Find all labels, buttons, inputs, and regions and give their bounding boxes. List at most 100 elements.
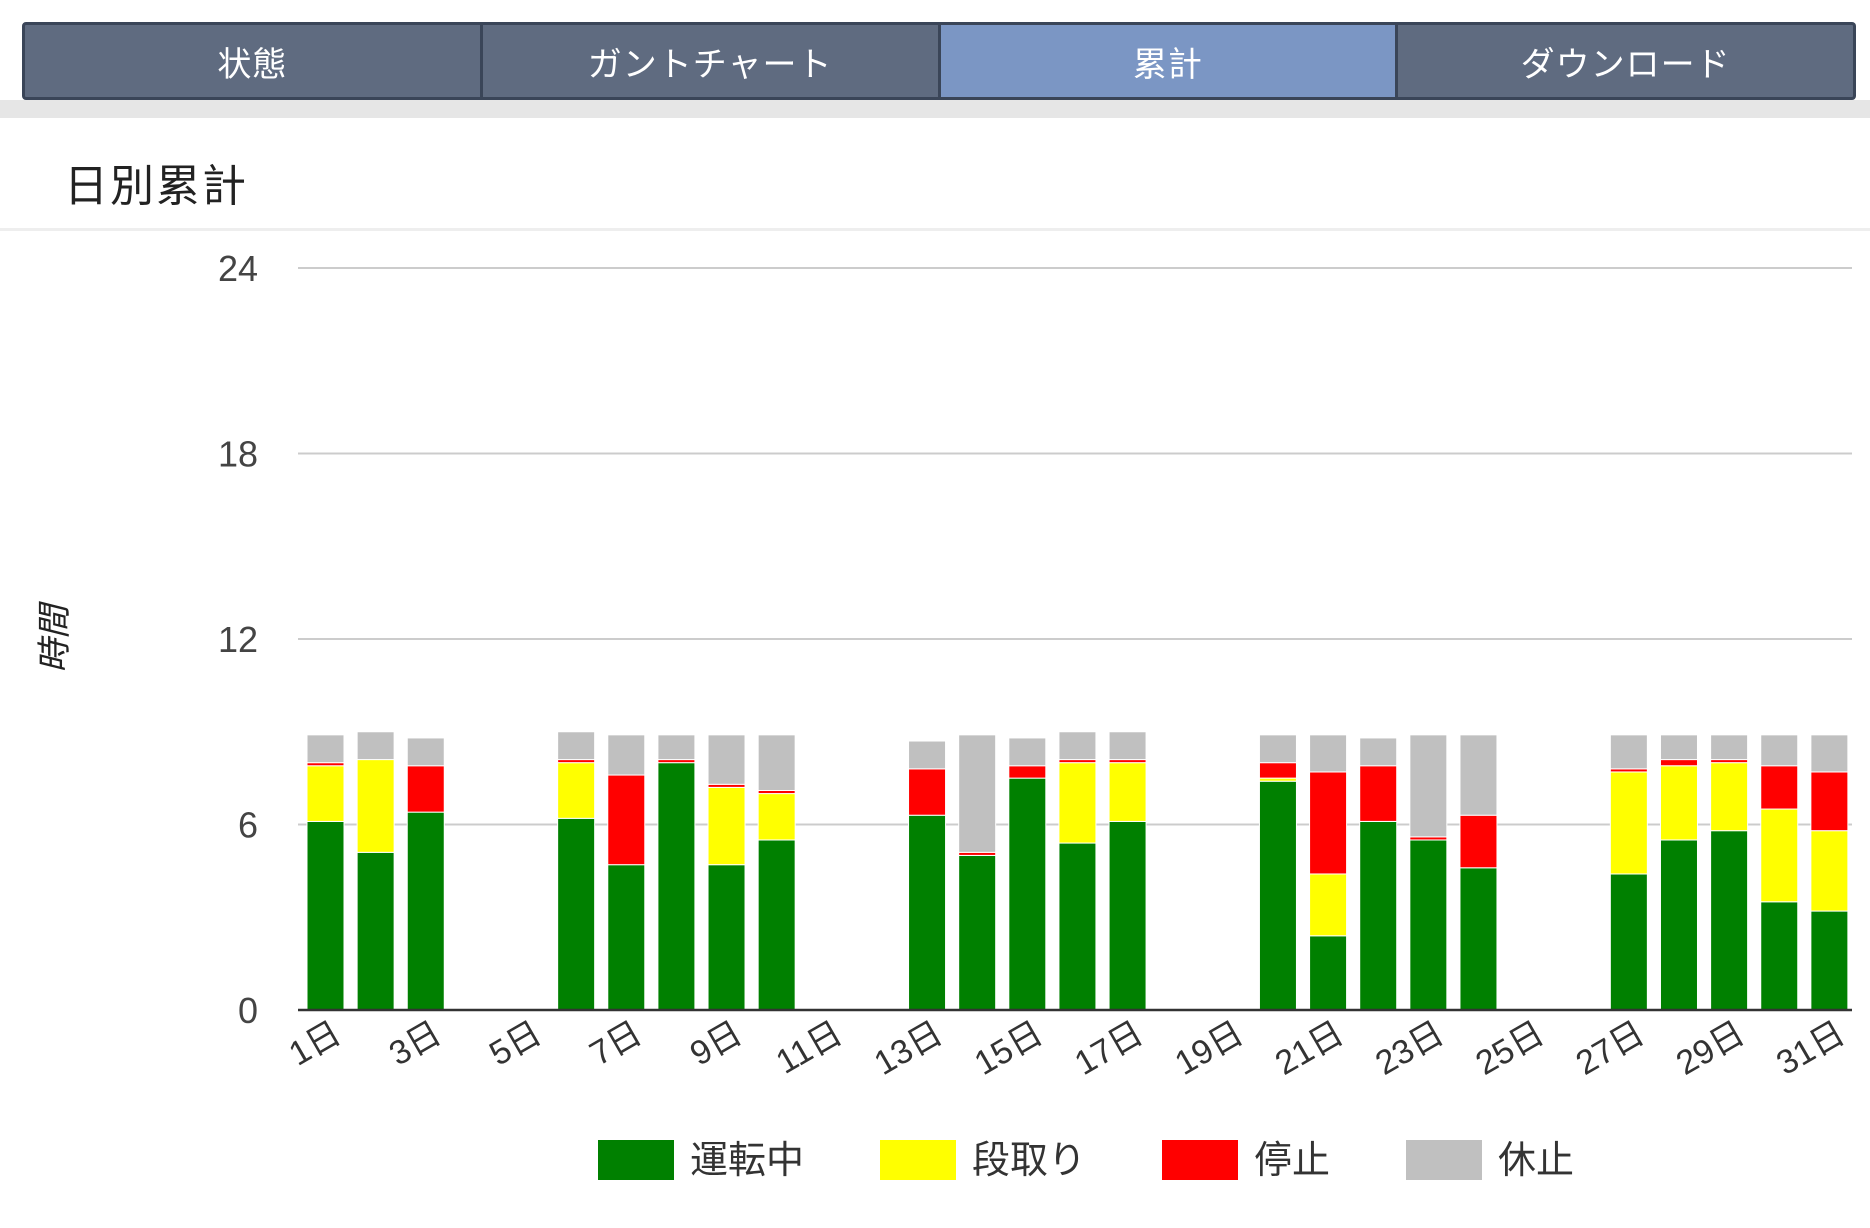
bar-segment: [557, 762, 596, 819]
bar-segment: [1309, 734, 1348, 773]
legend-label: 運転中: [690, 1140, 804, 1182]
bar-segment: [757, 839, 796, 1011]
bar-segment: [1609, 771, 1648, 875]
legend-swatch: [1162, 1140, 1238, 1180]
bar-segment: [1609, 734, 1648, 770]
bar-segment: [406, 765, 445, 813]
tab-bar: 状態 ガントチャート 累計 ダウンロード: [22, 22, 1856, 100]
bar-segment: [1309, 873, 1348, 937]
bar-segment: [1309, 935, 1348, 1011]
bar-segment: [707, 786, 746, 866]
bar-segment: [757, 734, 796, 791]
bar-segment: [1258, 762, 1297, 779]
bar-segment: [657, 734, 696, 761]
bar-segment: [607, 774, 646, 866]
bar-segment: [1760, 734, 1799, 767]
bar-segment: [1459, 734, 1498, 816]
y-tick-label: 18: [218, 434, 258, 475]
legend-swatch: [880, 1140, 956, 1180]
bar-segment: [1659, 734, 1698, 761]
bar-segment: [707, 864, 746, 1011]
bar-segment: [1409, 734, 1448, 838]
legend-label: 休止: [1498, 1140, 1574, 1182]
bar-segment: [1108, 731, 1147, 761]
bar-segment: [1359, 737, 1398, 767]
x-tick-label: 25日: [1469, 1014, 1550, 1083]
bar-segment: [1058, 731, 1097, 761]
bar-segment: [306, 734, 345, 764]
x-tick-label: 1日: [283, 1014, 348, 1073]
tab-gantt-chart[interactable]: ガントチャート: [482, 22, 941, 100]
x-tick-label: 23日: [1369, 1014, 1450, 1083]
bar-segment: [356, 731, 395, 761]
bar-segment: [1710, 762, 1749, 832]
bar-segment: [356, 759, 395, 853]
bar-segment: [306, 820, 345, 1011]
x-tick-label: 11日: [770, 1014, 849, 1082]
bar-segment: [908, 814, 947, 1011]
bar-segment: [1659, 765, 1698, 841]
bar-segment: [1108, 762, 1147, 822]
bar-segment: [1659, 759, 1698, 767]
bar-segment: [306, 765, 345, 822]
bar-segment: [1459, 867, 1498, 1011]
bar-segment: [1008, 777, 1047, 1011]
x-tick-label: 19日: [1169, 1014, 1250, 1083]
bar-segment: [1409, 839, 1448, 1011]
bar-segment: [1258, 780, 1297, 1011]
x-tick-label: 27日: [1570, 1014, 1651, 1083]
x-tick-label: 13日: [868, 1014, 949, 1083]
bar-segment: [607, 734, 646, 776]
bar-segment: [1008, 737, 1047, 767]
legend-swatch: [598, 1140, 674, 1180]
bar-segment: [557, 731, 596, 761]
bar-segment: [1008, 765, 1047, 779]
bar-segment: [1258, 734, 1297, 764]
tab-bar-shadow: [0, 100, 1870, 118]
bar-segment: [1459, 814, 1498, 869]
bar-segment: [406, 737, 445, 767]
tab-download[interactable]: ダウンロード: [1398, 22, 1856, 100]
bar-segment: [1810, 771, 1849, 832]
y-tick-label: 6: [238, 805, 258, 846]
legend-label: 停止: [1254, 1140, 1330, 1182]
x-tick-label: 21日: [1269, 1014, 1350, 1083]
bar-segment: [1309, 771, 1348, 875]
bar-segment: [1710, 830, 1749, 1011]
x-tick-label: 9日: [684, 1014, 749, 1073]
bar-segment: [1659, 839, 1698, 1011]
bar-segment: [1760, 765, 1799, 810]
legend-swatch: [1406, 1140, 1482, 1180]
bar-segment: [1810, 830, 1849, 912]
bar-segment: [1058, 842, 1097, 1011]
bar-segment: [657, 762, 696, 1011]
x-tick-label: 15日: [968, 1014, 1049, 1083]
bar-segment: [707, 734, 746, 785]
bar-segment: [1810, 734, 1849, 773]
x-tick-label: 3日: [383, 1014, 448, 1073]
bar-segment: [1359, 765, 1398, 822]
tab-status[interactable]: 状態: [22, 22, 483, 100]
bar-segment: [1359, 820, 1398, 1011]
bar-segment: [1609, 873, 1648, 1011]
bar-segment: [1710, 734, 1749, 761]
bar-segment: [557, 817, 596, 1011]
bar-segment: [406, 811, 445, 1011]
bar-segment: [1108, 820, 1147, 1011]
tab-cumulative[interactable]: 累計: [940, 22, 1399, 100]
bar-segment: [1058, 762, 1097, 844]
section-title: 日別累計: [64, 161, 248, 212]
bar-segment: [607, 864, 646, 1011]
bar-segment: [1760, 808, 1799, 903]
x-tick-label: 29日: [1670, 1014, 1751, 1083]
y-axis-title: 時間: [36, 601, 74, 673]
bar-segment: [908, 740, 947, 770]
y-tick-label: 0: [238, 990, 258, 1031]
bar-segment: [757, 793, 796, 841]
bar-segment: [356, 851, 395, 1011]
x-tick-label: 7日: [583, 1014, 648, 1073]
bar-segment: [1810, 910, 1849, 1011]
daily-cumulative-chart: 0 6 12 18 24 時間 1日 3日 5日 7日 9日 11日 13日 15日 17日 19日 21日 23…: [36, 248, 1852, 1182]
bar-segment: [908, 768, 947, 816]
section-divider: [0, 228, 1870, 231]
